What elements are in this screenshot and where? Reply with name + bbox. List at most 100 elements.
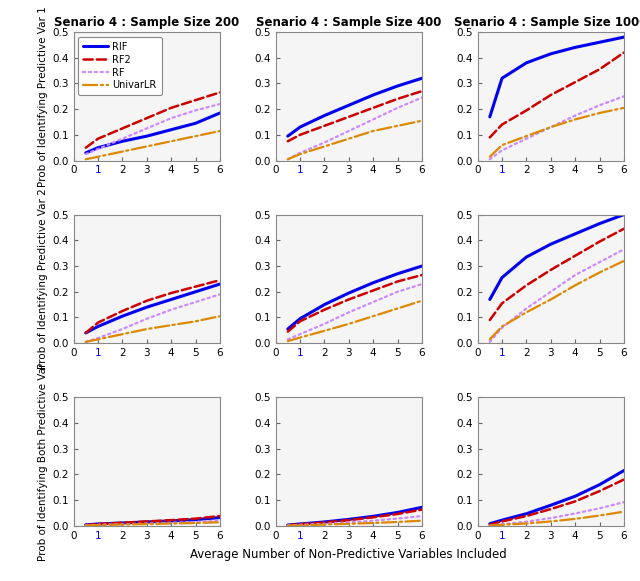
UnivarLR: [498, 142, 506, 149]
Title: Senario 4 : Sample Size 400: Senario 4 : Sample Size 400: [256, 16, 442, 30]
RIF: [167, 518, 175, 525]
UnivarLR: [192, 132, 200, 139]
RF2: [296, 131, 304, 138]
RF: [143, 520, 150, 527]
RF: [369, 299, 377, 306]
UnivarLR: [596, 269, 604, 276]
UnivarLR: [369, 519, 377, 526]
X-axis label: Average Number of Non-Predictive Variables Included: Average Number of Non-Predictive Variabl…: [191, 548, 507, 561]
UnivarLR: [118, 331, 126, 338]
RF: [167, 519, 175, 526]
RF: [296, 331, 304, 338]
RF2: [216, 89, 224, 96]
UnivarLR: [547, 518, 555, 525]
Line: RF2: RF2: [86, 280, 220, 333]
UnivarLR: [620, 257, 628, 264]
RF: [216, 101, 224, 107]
RF: [498, 324, 506, 331]
RF2: [523, 282, 531, 289]
RIF: [192, 288, 200, 295]
Line: RF2: RF2: [288, 91, 422, 141]
Line: RF: RF: [86, 104, 220, 154]
RF2: [82, 329, 90, 336]
RF: [369, 517, 377, 524]
RIF: [118, 138, 126, 145]
RIF: [143, 304, 150, 311]
RIF: [486, 296, 493, 303]
UnivarLR: [94, 153, 102, 160]
RF2: [321, 306, 328, 313]
UnivarLR: [167, 520, 175, 527]
Line: RF2: RF2: [490, 229, 624, 320]
RIF: [94, 521, 102, 528]
RF: [216, 517, 224, 524]
Line: RF2: RF2: [490, 479, 624, 525]
RIF: [216, 514, 224, 521]
Line: RIF: RIF: [86, 518, 220, 525]
Y-axis label: Prob of Identifying Both Predictive Var: Prob of Identifying Both Predictive Var: [38, 363, 48, 561]
Line: UnivarLR: UnivarLR: [86, 316, 220, 342]
UnivarLR: [296, 334, 304, 341]
UnivarLR: [143, 143, 150, 150]
UnivarLR: [82, 522, 90, 529]
RF: [284, 522, 292, 529]
UnivarLR: [345, 320, 353, 327]
UnivarLR: [486, 522, 493, 529]
UnivarLR: [118, 521, 126, 528]
RIF: [596, 481, 604, 488]
RF: [296, 149, 304, 156]
RF: [321, 320, 328, 327]
RF: [296, 521, 304, 528]
RF2: [143, 114, 150, 121]
UnivarLR: [369, 127, 377, 134]
RF2: [345, 113, 353, 120]
RF2: [192, 96, 200, 103]
RF2: [296, 521, 304, 528]
UnivarLR: [620, 508, 628, 515]
RF: [284, 156, 292, 163]
RF2: [486, 521, 493, 528]
RF2: [620, 225, 628, 232]
RF: [596, 505, 604, 512]
RF2: [394, 511, 401, 518]
RIF: [418, 263, 426, 270]
UnivarLR: [94, 336, 102, 343]
RF2: [369, 514, 377, 521]
RF2: [118, 519, 126, 526]
RF: [620, 246, 628, 253]
RIF: [82, 521, 90, 528]
RF: [486, 156, 493, 163]
Line: UnivarLR: UnivarLR: [86, 522, 220, 526]
RIF: [547, 51, 555, 58]
RF2: [572, 78, 579, 85]
RF2: [118, 125, 126, 132]
Line: RIF: RIF: [86, 284, 220, 333]
RIF: [547, 502, 555, 509]
RIF: [498, 75, 506, 82]
RF: [498, 147, 506, 154]
Line: RF2: RF2: [86, 516, 220, 525]
RF: [596, 259, 604, 266]
RF: [143, 125, 150, 132]
Title: Senario 4 : Sample Size 200: Senario 4 : Sample Size 200: [54, 16, 239, 30]
RIF: [345, 289, 353, 296]
Line: RF2: RF2: [490, 52, 624, 138]
UnivarLR: [620, 105, 628, 112]
RIF: [369, 91, 377, 98]
UnivarLR: [345, 135, 353, 142]
UnivarLR: [498, 521, 506, 528]
RIF: [94, 144, 102, 151]
Line: RF: RF: [490, 249, 624, 342]
RF2: [321, 519, 328, 526]
RF2: [547, 91, 555, 98]
RF2: [498, 121, 506, 128]
RIF: [394, 270, 401, 277]
RF: [394, 288, 401, 295]
RIF: [284, 325, 292, 332]
UnivarLR: [523, 132, 531, 139]
Line: RF2: RF2: [288, 510, 422, 525]
RF2: [345, 296, 353, 303]
RF2: [94, 135, 102, 142]
RIF: [394, 509, 401, 516]
UnivarLR: [296, 522, 304, 529]
